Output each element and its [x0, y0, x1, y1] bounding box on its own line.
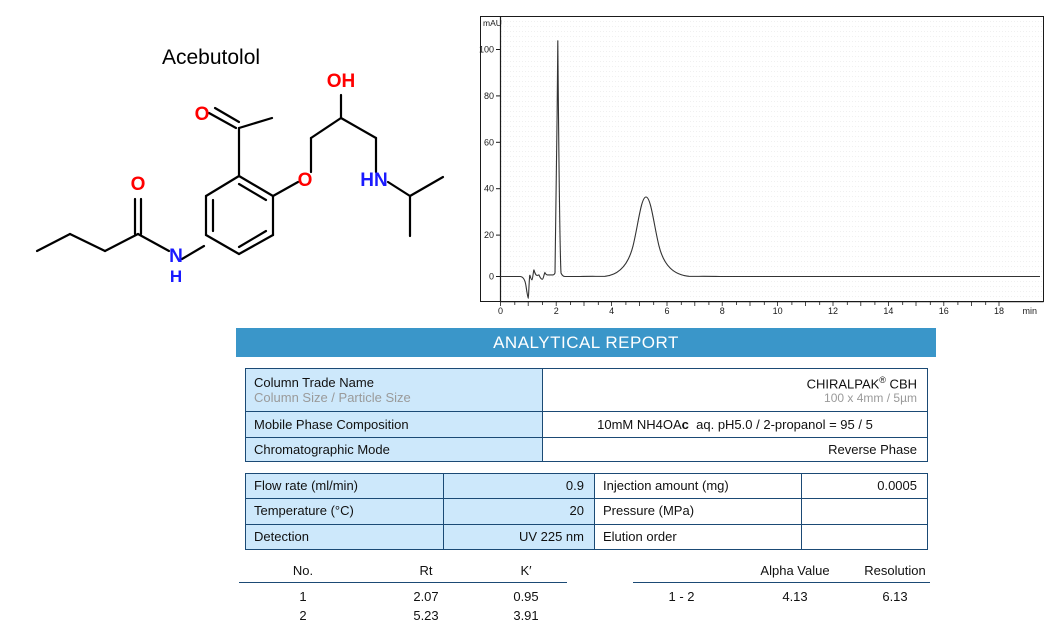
svg-text:16: 16: [939, 306, 949, 316]
svg-text:6: 6: [664, 306, 669, 316]
svg-text:min: min: [1022, 306, 1037, 316]
svg-text:O: O: [131, 174, 146, 195]
svg-text:14: 14: [883, 306, 893, 316]
svg-text:O: O: [195, 104, 210, 125]
svg-text:60: 60: [484, 137, 494, 147]
svg-text:12: 12: [828, 306, 838, 316]
svg-text:2: 2: [554, 306, 559, 316]
svg-text:100: 100: [479, 45, 494, 55]
svg-text:HN: HN: [360, 170, 387, 191]
svg-text:40: 40: [484, 184, 494, 194]
svg-text:N: N: [169, 246, 183, 267]
svg-text:4: 4: [609, 306, 614, 316]
svg-text:8: 8: [720, 306, 725, 316]
svg-text:OH: OH: [327, 71, 356, 92]
svg-text:80: 80: [484, 91, 494, 101]
svg-text:O: O: [298, 170, 313, 191]
svg-text:0: 0: [489, 272, 494, 282]
svg-text:0: 0: [498, 306, 503, 316]
svg-text:10: 10: [773, 306, 783, 316]
svg-text:18: 18: [994, 306, 1004, 316]
svg-text:mAU: mAU: [483, 18, 502, 28]
svg-text:H: H: [170, 267, 182, 286]
svg-text:20: 20: [484, 230, 494, 240]
